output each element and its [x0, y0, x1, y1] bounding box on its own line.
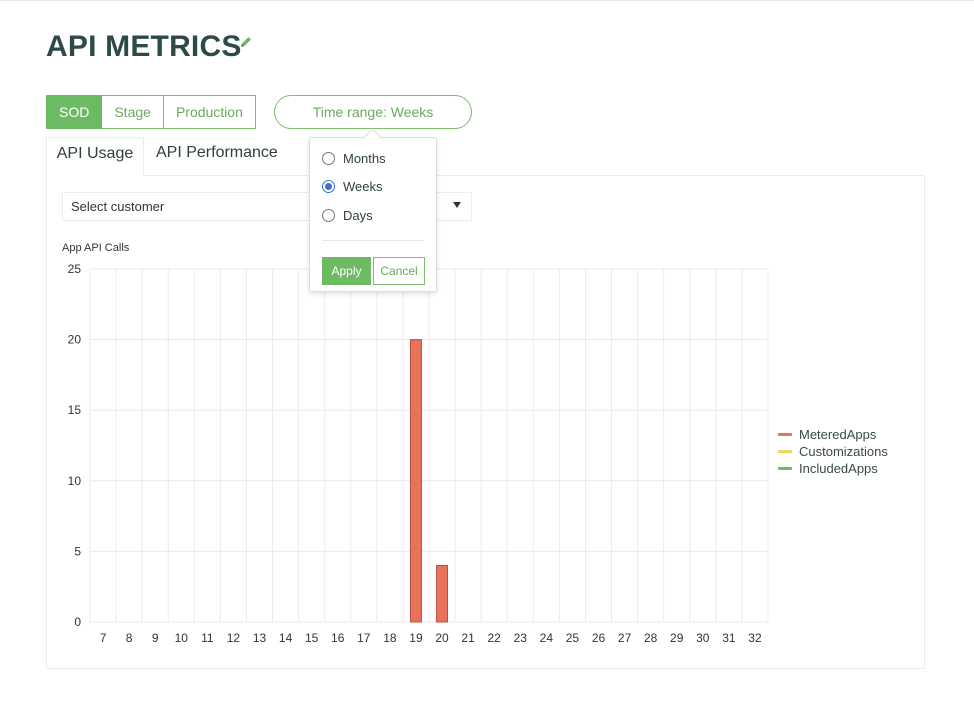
x-tick-label: 30	[696, 631, 710, 645]
option-months[interactable]: Months	[322, 149, 386, 167]
radio-days[interactable]	[322, 208, 335, 222]
x-tick-label: 22	[488, 631, 502, 645]
legend-swatch	[778, 433, 792, 436]
x-tick-label: 17	[357, 631, 371, 645]
bar-meteredapps	[436, 565, 449, 623]
legend-label: Customizations	[799, 444, 888, 459]
legend-label: IncludedApps	[799, 461, 878, 476]
cancel-button[interactable]: Cancel	[373, 257, 425, 285]
legend-item-customizations[interactable]: Customizations	[778, 443, 888, 460]
tab-api-performance[interactable]: API Performance	[156, 144, 278, 161]
radio-weeks[interactable]	[322, 179, 335, 193]
x-tick-label: 31	[722, 631, 736, 645]
x-tick-label: 18	[383, 631, 397, 645]
x-tick-label: 9	[152, 631, 159, 645]
legend-item-metered[interactable]: MeteredApps	[778, 426, 888, 443]
legend-swatch	[778, 450, 792, 453]
chart-legend: MeteredApps Customizations IncludedApps	[778, 426, 888, 477]
pencil-icon[interactable]	[238, 34, 254, 50]
x-tick-label: 23	[514, 631, 528, 645]
x-tick-label: 12	[227, 631, 241, 645]
env-button-sod[interactable]: SOD	[46, 95, 103, 129]
legend-label: MeteredApps	[799, 427, 877, 442]
x-tick-label: 32	[748, 631, 762, 645]
x-tick-label: 10	[175, 631, 189, 645]
x-tick-label: 28	[644, 631, 658, 645]
x-tick-label: 20	[435, 631, 449, 645]
y-tick-label: 15	[68, 403, 82, 417]
time-range-popover: Months Weeks Days Apply Cancel	[309, 128, 437, 292]
usage-panel	[46, 175, 925, 669]
top-border	[0, 0, 974, 1]
x-tick-label: 15	[305, 631, 319, 645]
x-tick-label: 24	[540, 631, 554, 645]
y-tick-label: 0	[74, 615, 81, 629]
x-tick-label: 11	[201, 631, 214, 645]
customer-select-placeholder: Select customer	[71, 199, 165, 214]
page-title: API METRICS	[46, 30, 242, 63]
apply-button[interactable]: Apply	[322, 257, 371, 285]
time-range-button[interactable]: Time range: Weeks	[274, 95, 472, 129]
x-tick-label: 29	[670, 631, 684, 645]
env-button-production[interactable]: Production	[163, 95, 256, 129]
x-tick-label: 8	[126, 631, 133, 645]
option-label: Weeks	[343, 178, 383, 194]
radio-months[interactable]	[322, 151, 335, 165]
x-tick-label: 13	[253, 631, 267, 645]
y-tick-label: 20	[68, 333, 82, 347]
option-label: Days	[343, 207, 373, 223]
caret-down-icon	[453, 202, 461, 208]
x-tick-label: 26	[592, 631, 606, 645]
legend-item-included[interactable]: IncludedApps	[778, 460, 888, 477]
x-tick-label: 25	[566, 631, 580, 645]
legend-swatch	[778, 467, 792, 470]
env-button-stage[interactable]: Stage	[102, 95, 164, 129]
x-tick-label: 21	[461, 631, 475, 645]
x-tick-label: 7	[100, 631, 107, 645]
x-tick-label: 19	[409, 631, 423, 645]
x-tick-label: 27	[618, 631, 632, 645]
option-weeks[interactable]: Weeks	[322, 177, 383, 195]
popover-divider	[322, 240, 424, 241]
option-days[interactable]: Days	[322, 206, 373, 224]
y-tick-label: 5	[74, 544, 81, 558]
y-tick-label: 25	[68, 262, 82, 276]
bar-meteredapps	[409, 339, 422, 623]
y-tick-label: 10	[68, 474, 82, 488]
x-tick-label: 16	[331, 631, 345, 645]
option-label: Months	[343, 150, 386, 166]
x-tick-label: 14	[279, 631, 293, 645]
chart-title: App API Calls	[62, 242, 130, 254]
tab-api-usage[interactable]: API Usage	[46, 137, 144, 176]
environment-toggle: SOD Stage Production	[46, 95, 256, 129]
